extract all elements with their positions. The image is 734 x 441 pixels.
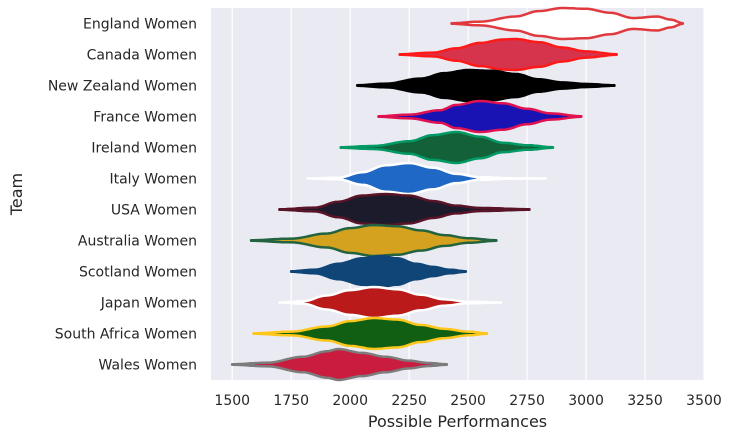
x-tick-label: 3500 (686, 393, 722, 409)
violin-wales-women (230, 347, 449, 382)
violin-new-zealand-women (355, 68, 616, 103)
x-tick-labels: 1500 1750 2000 2250 2500 2750 3000 3250 3500 (214, 393, 721, 409)
y-tick-label: Scotland Women (79, 265, 197, 281)
y-tick-label: South Africa Women (55, 327, 197, 343)
violin-south-africa-women (252, 316, 489, 351)
y-tick-label: USA Women (111, 203, 197, 219)
violin-usa-women (278, 192, 531, 227)
x-tick-label: 3250 (627, 393, 663, 409)
violins (230, 6, 685, 382)
violin-canada-women (398, 37, 618, 72)
x-tick-label: 2750 (509, 393, 545, 409)
violin-australia-women (249, 223, 498, 258)
y-tick-label: France Women (93, 110, 197, 126)
y-tick-label: Wales Women (99, 358, 198, 374)
y-tick-label: Canada Women (87, 48, 197, 64)
y-tick-label: Ireland Women (91, 141, 197, 157)
violin-ireland-women (339, 130, 555, 165)
y-tick-label: Italy Women (109, 172, 197, 188)
y-tick-label: New Zealand Women (48, 79, 197, 95)
y-tick-label: Australia Women (78, 234, 197, 250)
x-tick-label: 1500 (214, 393, 250, 409)
x-tick-label: 2250 (391, 393, 427, 409)
violin-france-women (377, 99, 583, 134)
violin-italy-women (306, 161, 548, 196)
x-tick-label: 2000 (332, 393, 368, 409)
x-axis-label: Possible Performances (368, 412, 547, 431)
x-tick-label: 3000 (568, 393, 604, 409)
violin-scotland-women (289, 254, 468, 289)
y-axis-label: Team (7, 173, 26, 216)
violin-england-women (450, 6, 685, 41)
y-tick-label: Japan Women (100, 296, 197, 312)
x-tick-label: 2500 (450, 393, 486, 409)
x-tick-label: 1750 (273, 393, 309, 409)
plot-background (211, 8, 704, 380)
violin-japan-women (278, 285, 503, 320)
y-tick-labels: England Women Canada Women New Zealand Wom… (48, 17, 197, 374)
y-tick-label: England Women (83, 17, 197, 33)
